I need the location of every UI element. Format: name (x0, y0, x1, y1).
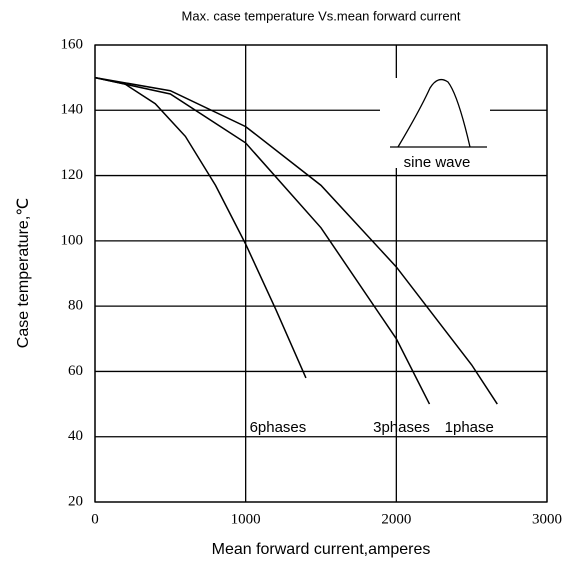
x-tick-label: 1000 (231, 511, 261, 527)
series-line (94, 76, 498, 405)
y-tick-label: 160 (61, 36, 84, 52)
x-tick-label: 0 (91, 511, 99, 527)
y-tick-label: 60 (68, 363, 83, 379)
y-tick-label: 80 (68, 298, 83, 314)
inset-label: sine wave (404, 154, 471, 171)
plot-frame (94, 44, 548, 503)
x-axis-label: Mean forward current,amperes (212, 541, 431, 558)
y-axis-label: Case temperature,℃ (15, 198, 32, 348)
series-label: 3phases (373, 419, 430, 436)
y-tick-label: 140 (61, 102, 84, 118)
x-tick-label: 2000 (381, 511, 411, 527)
y-tick-label: 20 (68, 493, 83, 509)
series-line (94, 76, 307, 379)
y-tick-label: 40 (68, 428, 83, 444)
series-label: 1phase (445, 419, 494, 436)
y-tick-label: 120 (61, 167, 84, 183)
sine-wave-icon (397, 78, 471, 148)
series-label: 6phases (250, 419, 307, 436)
x-tick-label: 3000 (532, 511, 562, 527)
chart-title: Max. case temperature Vs.mean forward cu… (182, 8, 461, 23)
series-line (94, 76, 431, 405)
inset-background (380, 78, 490, 168)
y-tick-label: 100 (61, 232, 84, 248)
